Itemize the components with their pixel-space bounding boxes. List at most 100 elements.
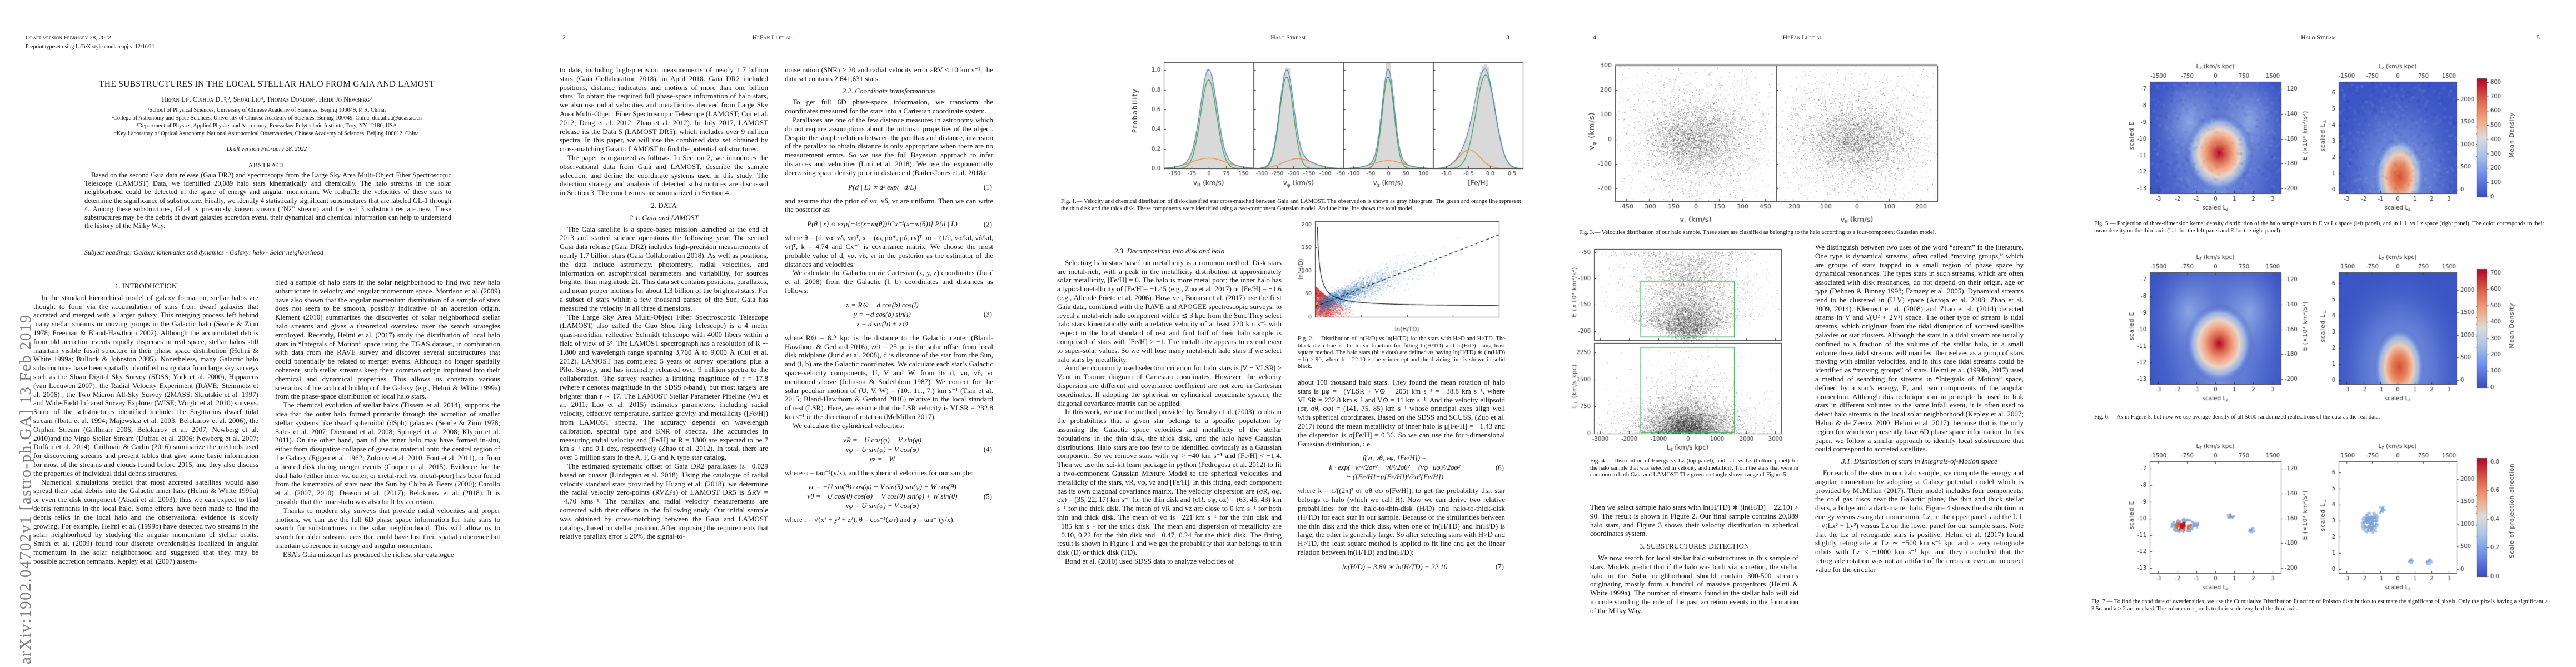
body-paragraph: We now search for local stellar halo sub… [1590, 553, 1798, 615]
body-paragraph: To get full 6D phase-space information, … [785, 98, 993, 116]
arxiv-watermark: arXiv:1902.04702v1 [astro-ph.GA] 13 Feb … [17, 314, 34, 664]
page1-right-column: bled a sample of halo stars in the solar… [275, 278, 500, 663]
body-paragraph: The estimated systematic offset of Gaia … [560, 462, 768, 541]
body-paragraph: Parallaxes are one of the few distance m… [785, 115, 993, 177]
figure3-halo-velocity-scatter-plot [1579, 58, 1957, 245]
figure6-randomized-density-heatmap [2111, 249, 2539, 422]
equation-number: (4) [983, 445, 992, 454]
running-title: Halo Stream [1270, 33, 1306, 41]
equation: ln(H/D) = 3.89 ∗ ln(H/TD) + 22.10 (7) [1342, 562, 1504, 571]
subsection-heading: 2.2. Coordinate transformations [842, 86, 936, 95]
page2-right-column: noise ration (SNR) ≥ 20 and radial veloc… [785, 66, 993, 661]
section-heading: 1. INTRODUCTION [114, 282, 177, 290]
body-paragraph: For each of the stars in our halo sample… [1815, 468, 2024, 574]
body-paragraph: and assume that the prior of vα, vδ, vr … [785, 196, 993, 214]
body-paragraph: The Large Sky Area Multi-Object Fiber Sp… [560, 312, 768, 462]
page-number: 2 [562, 33, 566, 41]
affiliation-2: ²College of Astronomy and Space Sciences… [111, 115, 422, 121]
page1-left-column: 1. INTRODUCTION In the standard hierarchi… [33, 278, 258, 663]
body-paragraph: noise ration (SNR) ≥ 20 and radial veloc… [785, 66, 993, 83]
figure7-overdensity-candidates-map [2111, 438, 2539, 611]
body-paragraph: bled a sample of halo stars in the solar… [275, 278, 500, 401]
body-paragraph: Numerical simulations predict that most … [33, 477, 258, 565]
running-title: Halo Stream [2301, 33, 2336, 41]
body-paragraph: We distinguish between two uses of the w… [1815, 243, 2024, 454]
body-paragraph: The chemical evolution of stellar halos … [275, 401, 500, 506]
body-paragraph: Bond et al. (2010) used SDSS data to ana… [1065, 556, 1234, 565]
subsection-heading: 2.1. Gaia and LAMOST [629, 213, 699, 222]
affiliation-1: ¹School of Physical Sciences, University… [147, 107, 386, 113]
body-paragraph: where r = √(x² + y² + z²), θ = cos⁻¹(z/r… [785, 515, 955, 524]
body-paragraph: In this work, we use the method provided… [1057, 407, 1282, 557]
figure5-caption: Fig. 5.— Projection of three-dimension k… [2094, 220, 2544, 234]
figure4-caption: Fig. 4.— Distribution of Energy vs Lz (t… [1590, 457, 1798, 478]
figure2-caption: Fig. 2.— Distribution of ln(H/D) vs ln(H… [1298, 335, 1505, 370]
page-2: 2 HeFan Li et al. to date, including hig… [515, 0, 1030, 667]
body-paragraph: We calculate the Galactocentric Cartesia… [785, 268, 993, 295]
affiliation-4: ⁴Key Laboratory of Optical Astronomy, Na… [114, 131, 419, 137]
body-paragraph: The paper is organized as follows. In Se… [560, 153, 768, 197]
equation-number: (3) [983, 310, 992, 318]
equation-number: (2) [983, 220, 992, 228]
equation-number: (7) [1495, 562, 1504, 571]
figure3-caption: Fig. 3.— Velocities distribution of our … [1579, 229, 1936, 236]
page-3: Halo Stream 3 Fig. 1.— Velocity and chem… [1030, 0, 1546, 667]
page2-left-column: to date, including high-precision measur… [560, 66, 768, 661]
equation-number: (1) [983, 182, 992, 191]
page-5: Halo Stream 5 Fig. 5.— Projection of thr… [2061, 0, 2576, 667]
body-paragraph: where φ = tan⁻¹(y/x), and the spherical … [785, 468, 973, 477]
page4-left-column: Then we select sample halo stars with ln… [1590, 503, 1798, 664]
subject-headings: Subject headings: Galaxy: kinematics and… [84, 248, 324, 256]
equation: x = R⊙ − d cos(b) cos(l) y = −d cos(b) si… [846, 300, 992, 328]
figure2-lnHD-vs-lnHTD-scatter-plot [1296, 216, 1526, 334]
body-paragraph: We calculate the cylindrical velocities: [793, 421, 905, 430]
figure6-caption: Fig. 6.— As in Figure 5, but now we use … [2094, 414, 2380, 420]
running-head: Halo Stream 5 [2061, 33, 2576, 44]
section-heading: 2. DATA [651, 201, 677, 210]
equation: vr = −U sin(θ) cos(φ) − V sin(θ) sin(φ) … [807, 482, 992, 510]
running-title: HeFan Li et al. [1782, 33, 1824, 41]
author-list: Hefan Li¹, Cuihua Du²,³, Shuai Liu⁴, Tho… [162, 96, 372, 103]
running-head: 4 HeFan Li et al. [1546, 33, 2061, 44]
body-paragraph: Thanks to modern sky surveys that provid… [275, 506, 500, 550]
body-paragraph: to date, including high-precision measur… [560, 66, 768, 153]
equation: f(vr, vθ, vφ, [Fe/H]) = k · exp(−vr²/2σr²… [1329, 454, 1504, 481]
body-paragraph: about 100 thousand halo stars. They foun… [1298, 378, 1505, 448]
abstract-label: ABSTRACT [248, 161, 286, 169]
page-1: Draft version February 28, 2022 Preprint… [0, 0, 515, 667]
page3-right-column: about 100 thousand halo stars. They foun… [1298, 378, 1505, 664]
figure7-caption: Fig. 7.— To find the candidate of overde… [2091, 598, 2548, 612]
figure5-kernel-density-heatmap [2111, 58, 2539, 232]
running-head: 2 HeFan Li et al. [515, 33, 1030, 44]
body-paragraph: Selecting halo stars based on metallicit… [1057, 258, 1282, 364]
equation-number: (5) [983, 492, 992, 501]
figure1-velocity-metallicity-distributions-plot [1089, 54, 1533, 221]
figure4-energy-angular-momentum-plot [1568, 245, 1798, 453]
figure1-caption: Fig. 1.— Velocity and chemical distribut… [1061, 198, 1521, 212]
body-paragraph: where θ = (d, vα, vδ, vr)ᵀ, x = (ϖ, μα*,… [785, 233, 993, 268]
affiliation-3: ³Department of Physics, Applied Physics … [136, 123, 397, 129]
draft-version-line: Draft version February 28, 2022 [26, 34, 111, 41]
body-paragraph: In the standard hierarchical model of ga… [33, 293, 258, 477]
paper-title: THE SUBSTRUCTURES IN THE LOCAL STELLAR H… [99, 79, 435, 89]
running-title: HeFan Li et al. [752, 33, 794, 41]
subsection-heading: 2.3. Decomposition into disk and halo [1114, 247, 1225, 255]
body-paragraph: Then we select sample halo stars with ln… [1590, 503, 1798, 538]
page3-left-column: 2.3. Decomposition into disk and halo Sel… [1057, 243, 1282, 664]
page-number: 3 [1506, 33, 1509, 41]
equation: vR = −U cos(φ) − V sin(φ) vφ = U sin(φ) −… [843, 435, 992, 463]
section-heading: 3. SUBSTRUCTURES DETECTION [1639, 542, 1750, 551]
body-paragraph: ESA’s Gaia mission has produced the rich… [283, 550, 454, 559]
abstract-text: Based on the second Gaia data release (G… [84, 171, 451, 230]
equation-number: (6) [1495, 463, 1504, 472]
body-paragraph: where R⊙ = 8.2 kpc is the distance to th… [785, 333, 993, 421]
body-paragraph: The Gaia satellite is a space-based miss… [560, 225, 768, 312]
page-4: 4 HeFan Li et al. Fig. 3.— Velocities di… [1546, 0, 2061, 667]
preprint-typeset-line: Preprint typeset using LaTeX style emula… [26, 44, 155, 50]
running-head: Halo Stream 3 [1030, 33, 1546, 44]
page-number: 5 [2537, 33, 2540, 41]
subsection-heading: 3.1. Distribution of stars in Integrals-… [1841, 457, 1997, 466]
page-number: 4 [1593, 33, 1596, 41]
dateline: Draft version February 28, 2022 [226, 146, 307, 152]
